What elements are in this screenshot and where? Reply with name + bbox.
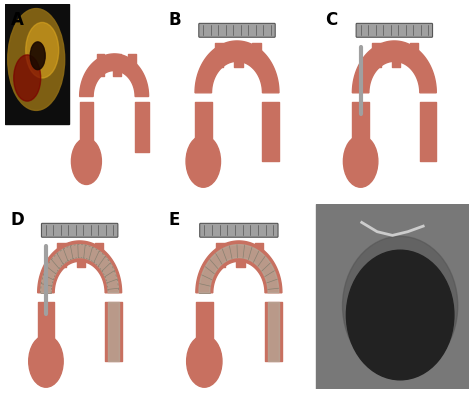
Text: A: A <box>11 11 24 29</box>
Polygon shape <box>199 245 279 293</box>
Ellipse shape <box>26 22 59 78</box>
FancyBboxPatch shape <box>199 23 275 37</box>
FancyBboxPatch shape <box>41 223 118 237</box>
Polygon shape <box>352 41 436 93</box>
Ellipse shape <box>343 136 378 187</box>
Polygon shape <box>195 41 279 93</box>
Text: D: D <box>11 211 25 229</box>
Ellipse shape <box>72 138 101 184</box>
Text: B: B <box>168 11 181 29</box>
Polygon shape <box>41 245 118 293</box>
Polygon shape <box>196 241 282 293</box>
Ellipse shape <box>343 236 458 375</box>
Ellipse shape <box>346 250 454 380</box>
Ellipse shape <box>8 9 64 110</box>
Ellipse shape <box>30 42 45 70</box>
Ellipse shape <box>186 136 220 187</box>
Ellipse shape <box>187 335 222 387</box>
FancyBboxPatch shape <box>200 223 278 237</box>
Bar <box>316 204 469 389</box>
Polygon shape <box>80 54 148 97</box>
Ellipse shape <box>29 335 63 387</box>
Polygon shape <box>38 241 122 293</box>
Text: E: E <box>168 211 180 229</box>
FancyBboxPatch shape <box>356 23 433 37</box>
Bar <box>5 4 69 124</box>
Text: C: C <box>326 11 337 29</box>
Ellipse shape <box>14 55 41 101</box>
